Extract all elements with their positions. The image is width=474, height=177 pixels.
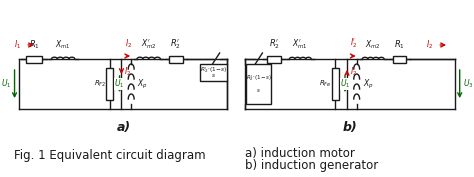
Text: $U_3$: $U_3$ bbox=[463, 78, 473, 90]
Text: $R_{Fe}$: $R_{Fe}$ bbox=[319, 79, 331, 89]
Text: $R_2'$: $R_2'$ bbox=[269, 38, 280, 51]
Text: $s$: $s$ bbox=[211, 72, 216, 79]
Text: $s$: $s$ bbox=[256, 87, 261, 93]
Text: $U_1$: $U_1$ bbox=[340, 78, 350, 90]
Text: $I_2$: $I_2$ bbox=[124, 66, 131, 78]
Bar bbox=[246, 64, 271, 104]
Bar bbox=[392, 56, 406, 62]
Text: $I_2'$: $I_2'$ bbox=[350, 36, 357, 50]
Text: $X_{m1}$: $X_{m1}$ bbox=[55, 39, 71, 51]
Text: $R_1$: $R_1$ bbox=[394, 39, 405, 51]
Text: $I_2$: $I_2$ bbox=[125, 38, 132, 50]
Bar bbox=[200, 64, 228, 81]
Text: $X_{m2}'$: $X_{m2}'$ bbox=[141, 38, 156, 51]
Bar bbox=[26, 56, 42, 62]
Text: $X_p$: $X_p$ bbox=[137, 78, 148, 91]
Text: $X_{m2}$: $X_{m2}$ bbox=[365, 39, 381, 51]
Text: $X_p$: $X_p$ bbox=[363, 78, 373, 91]
Text: b): b) bbox=[343, 121, 357, 134]
Text: $I_1$: $I_1$ bbox=[14, 39, 21, 51]
Text: $R_2'\!\cdot\!(1\!-\!s)$: $R_2'\!\cdot\!(1\!-\!s)$ bbox=[200, 65, 228, 75]
Bar bbox=[169, 56, 183, 62]
Text: $R_{F2}$: $R_{F2}$ bbox=[93, 79, 106, 89]
Text: a): a) bbox=[116, 121, 130, 134]
Bar bbox=[332, 68, 339, 100]
Text: $I_2$: $I_2$ bbox=[350, 66, 357, 78]
Text: $R_2'\!\cdot\!(1\!-\!s)$: $R_2'\!\cdot\!(1\!-\!s)$ bbox=[246, 73, 271, 83]
Text: $R_1$: $R_1$ bbox=[28, 39, 39, 51]
Text: $U_1$: $U_1$ bbox=[114, 78, 125, 90]
Text: $U_1$: $U_1$ bbox=[1, 78, 12, 90]
Text: a) induction motor: a) induction motor bbox=[245, 147, 355, 159]
Text: Fig. 1 Equivalent circuit diagram: Fig. 1 Equivalent circuit diagram bbox=[14, 149, 205, 161]
Text: $R_2'$: $R_2'$ bbox=[171, 38, 182, 51]
Bar bbox=[267, 56, 281, 62]
Text: $I_2$: $I_2$ bbox=[426, 39, 433, 51]
Text: b) induction generator: b) induction generator bbox=[245, 159, 378, 173]
Bar bbox=[106, 68, 113, 100]
Text: $X_{m1}'$: $X_{m1}'$ bbox=[292, 38, 308, 51]
